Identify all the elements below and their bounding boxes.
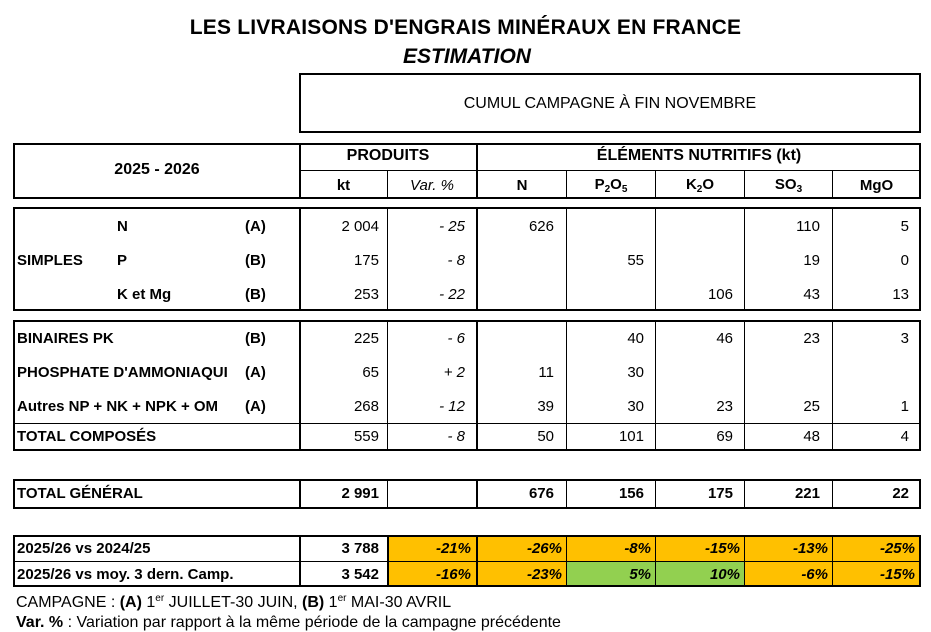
n-header: N bbox=[516, 177, 528, 194]
comparison-cell-fill bbox=[566, 536, 655, 561]
comparison-cell-fill bbox=[655, 536, 744, 561]
composes-block bbox=[13, 320, 921, 451]
comparison-cell-fill bbox=[388, 536, 476, 561]
comparison-cell-fill bbox=[566, 562, 655, 587]
period-header: CUMUL CAMPAGNE À FIN NOVEMBRE bbox=[463, 95, 757, 112]
period-header-box: CUMUL CAMPAGNE À FIN NOVEMBRE bbox=[299, 73, 921, 133]
produits-header: PRODUITS bbox=[346, 147, 430, 164]
p2o5-header: P2O5 bbox=[594, 176, 628, 196]
comparison-cell-fill bbox=[832, 536, 921, 561]
comparison-cell-fill bbox=[477, 562, 566, 587]
comparison-cell-fill bbox=[832, 562, 921, 587]
footer-campagne: CAMPAGNE : (A) 1er JUILLET-30 JUIN, (B) … bbox=[16, 593, 452, 612]
page-title: LES LIVRAISONS D'ENGRAIS MINÉRAUX EN FRA… bbox=[189, 16, 742, 39]
elements-header: ÉLÉMENTS NUTRITIFS (kt) bbox=[596, 147, 802, 164]
header-block bbox=[13, 143, 921, 199]
season-label: 2025 - 2026 bbox=[114, 161, 200, 178]
comparison-cell-fill bbox=[744, 536, 832, 561]
total-general-block bbox=[13, 479, 921, 509]
comparison-cell-fill bbox=[477, 536, 566, 561]
k2o-header: K2O bbox=[685, 176, 715, 196]
var-header: Var. % bbox=[410, 177, 454, 194]
page-subtitle: ESTIMATION bbox=[403, 45, 531, 68]
so3-header: SO3 bbox=[774, 176, 803, 196]
simples-block bbox=[13, 207, 921, 311]
comparison-cell-fill bbox=[388, 562, 476, 587]
mgo-header: MgO bbox=[859, 177, 894, 194]
simples-group-label: SIMPLES bbox=[17, 252, 83, 269]
footer-var-note: Var. % : Variation par rapport à la même… bbox=[16, 614, 561, 631]
comparison-block bbox=[13, 535, 921, 587]
kt-header: kt bbox=[336, 177, 351, 194]
comparison-cell-fill bbox=[655, 562, 744, 587]
comparison-cell-fill bbox=[744, 562, 832, 587]
